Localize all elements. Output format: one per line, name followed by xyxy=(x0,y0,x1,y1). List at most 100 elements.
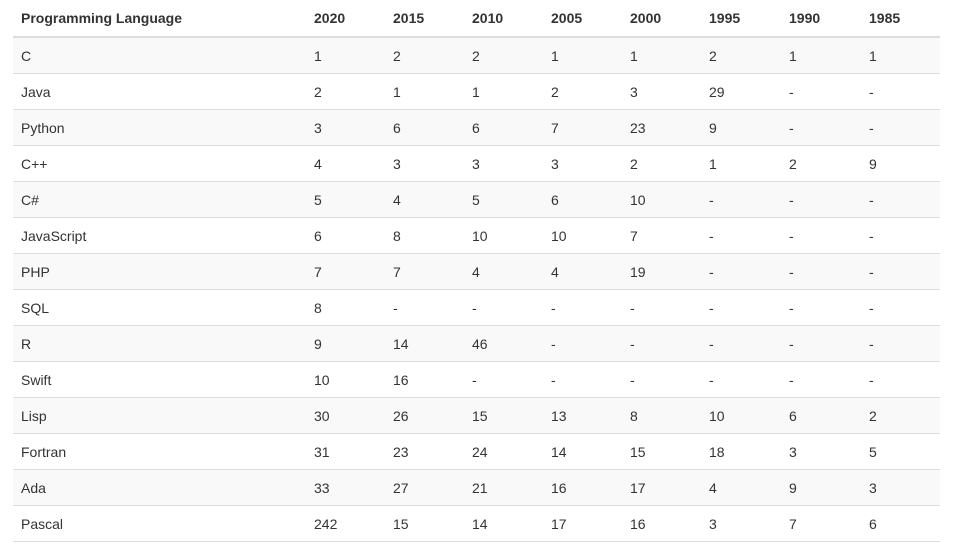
rank-cell: - xyxy=(622,325,701,362)
rank-cell: 1 xyxy=(385,73,464,110)
language-name-cell: Lisp xyxy=(13,397,306,434)
rank-cell: 3 xyxy=(861,469,940,506)
column-header-year: 2005 xyxy=(543,0,622,38)
rank-cell: 16 xyxy=(622,505,701,542)
column-header-year: 1995 xyxy=(701,0,781,38)
rank-cell: 7 xyxy=(306,253,385,290)
language-name-cell: C xyxy=(13,36,306,74)
rank-cell: - xyxy=(464,361,543,398)
rank-cell: 6 xyxy=(781,397,861,434)
rank-cell: 15 xyxy=(464,397,543,434)
rank-cell: - xyxy=(701,361,781,398)
rank-cell: 15 xyxy=(385,505,464,542)
rank-cell: 24 xyxy=(464,433,543,470)
table-row: JavaScript 6 8 10 10 7- - - xyxy=(13,217,940,254)
language-ranking-table: Programming Language 2020 2015 2010 2005 2000… xyxy=(13,0,940,542)
rank-cell: 7 xyxy=(781,505,861,542)
rank-cell: - xyxy=(543,325,622,362)
language-name-cell: PHP xyxy=(13,253,306,290)
column-header-year: 2020 xyxy=(306,0,385,38)
rank-cell: - xyxy=(781,325,861,362)
language-name-cell: C++ xyxy=(13,145,306,182)
rank-cell: 1 xyxy=(464,73,543,110)
rank-cell: 7 xyxy=(385,253,464,290)
rank-cell: - xyxy=(543,289,622,326)
rank-cell: 33 xyxy=(306,469,385,506)
table-row: Swift 10 16- - - - - - xyxy=(13,361,940,398)
language-name-cell: JavaScript xyxy=(13,217,306,254)
rank-cell: 1 xyxy=(781,36,861,74)
rank-cell: 29 xyxy=(701,73,781,110)
table-row: Fortran 31 23 24 14 15 18 3 5 xyxy=(13,433,940,470)
ranking-table-container: Programming Language 2020 2015 2010 2005 2000… xyxy=(13,0,940,542)
rank-cell: 2 xyxy=(306,73,385,110)
rank-cell: 26 xyxy=(385,397,464,434)
rank-cell: 1 xyxy=(701,145,781,182)
rank-cell: 2 xyxy=(781,145,861,182)
rank-cell: 4 xyxy=(543,253,622,290)
rank-cell: 23 xyxy=(385,433,464,470)
rank-cell: - xyxy=(701,289,781,326)
rank-cell: 6 xyxy=(464,109,543,146)
rank-cell: 14 xyxy=(543,433,622,470)
rank-cell: - xyxy=(861,73,940,110)
rank-cell: 4 xyxy=(701,469,781,506)
rank-cell: 16 xyxy=(385,361,464,398)
rank-cell: 1 xyxy=(622,36,701,74)
rank-cell: - xyxy=(701,325,781,362)
language-name-cell: Fortran xyxy=(13,433,306,470)
rank-cell: - xyxy=(781,181,861,218)
rank-cell: 3 xyxy=(701,505,781,542)
rank-cell: 1 xyxy=(543,36,622,74)
rank-cell: 13 xyxy=(543,397,622,434)
table-row: Pascal 242 15 14 17 16 3 7 6 xyxy=(13,505,940,542)
rank-cell: 46 xyxy=(464,325,543,362)
rank-cell: 19 xyxy=(622,253,701,290)
rank-cell: - xyxy=(781,217,861,254)
rank-cell: - xyxy=(622,289,701,326)
rank-cell: 10 xyxy=(464,217,543,254)
rank-cell: 3 xyxy=(385,145,464,182)
rank-cell: - xyxy=(781,73,861,110)
rank-cell: 6 xyxy=(385,109,464,146)
rank-cell: 16 xyxy=(543,469,622,506)
table-row: Python 3 6 6 7 23 9- - xyxy=(13,109,940,146)
rank-cell: 2 xyxy=(861,397,940,434)
rank-cell: - xyxy=(781,361,861,398)
rank-cell: 18 xyxy=(701,433,781,470)
column-header-year: 2015 xyxy=(385,0,464,38)
rank-cell: - xyxy=(861,109,940,146)
table-row: Java 2 1 1 2 3 29- - xyxy=(13,73,940,110)
rank-cell: 21 xyxy=(464,469,543,506)
rank-cell: 3 xyxy=(306,109,385,146)
table-row: PHP 7 7 4 4 19- - - xyxy=(13,253,940,290)
rank-cell: 10 xyxy=(543,217,622,254)
rank-cell: 2 xyxy=(385,36,464,74)
rank-cell: 27 xyxy=(385,469,464,506)
rank-cell: 6 xyxy=(861,505,940,542)
rank-cell: 14 xyxy=(464,505,543,542)
rank-cell: 6 xyxy=(543,181,622,218)
rank-cell: 10 xyxy=(622,181,701,218)
column-header-year: 2010 xyxy=(464,0,543,38)
rank-cell: 15 xyxy=(622,433,701,470)
rank-cell: - xyxy=(861,361,940,398)
rank-cell: 10 xyxy=(306,361,385,398)
rank-cell: 1 xyxy=(306,36,385,74)
rank-cell: 7 xyxy=(543,109,622,146)
language-name-cell: C# xyxy=(13,181,306,218)
rank-cell: 3 xyxy=(781,433,861,470)
rank-cell: 30 xyxy=(306,397,385,434)
table-row: Lisp 30 26 15 13 8 10 6 2 xyxy=(13,397,940,434)
rank-cell: - xyxy=(543,361,622,398)
rank-cell: 3 xyxy=(543,145,622,182)
language-name-cell: SQL xyxy=(13,289,306,326)
rank-cell: 1 xyxy=(861,36,940,74)
rank-cell: 8 xyxy=(306,289,385,326)
rank-cell: 2 xyxy=(701,36,781,74)
table-row: SQL 8- - - - - - - xyxy=(13,289,940,326)
language-name-cell: Python xyxy=(13,109,306,146)
rank-cell: 5 xyxy=(464,181,543,218)
column-header-year: 1985 xyxy=(861,0,940,38)
rank-cell: - xyxy=(861,325,940,362)
